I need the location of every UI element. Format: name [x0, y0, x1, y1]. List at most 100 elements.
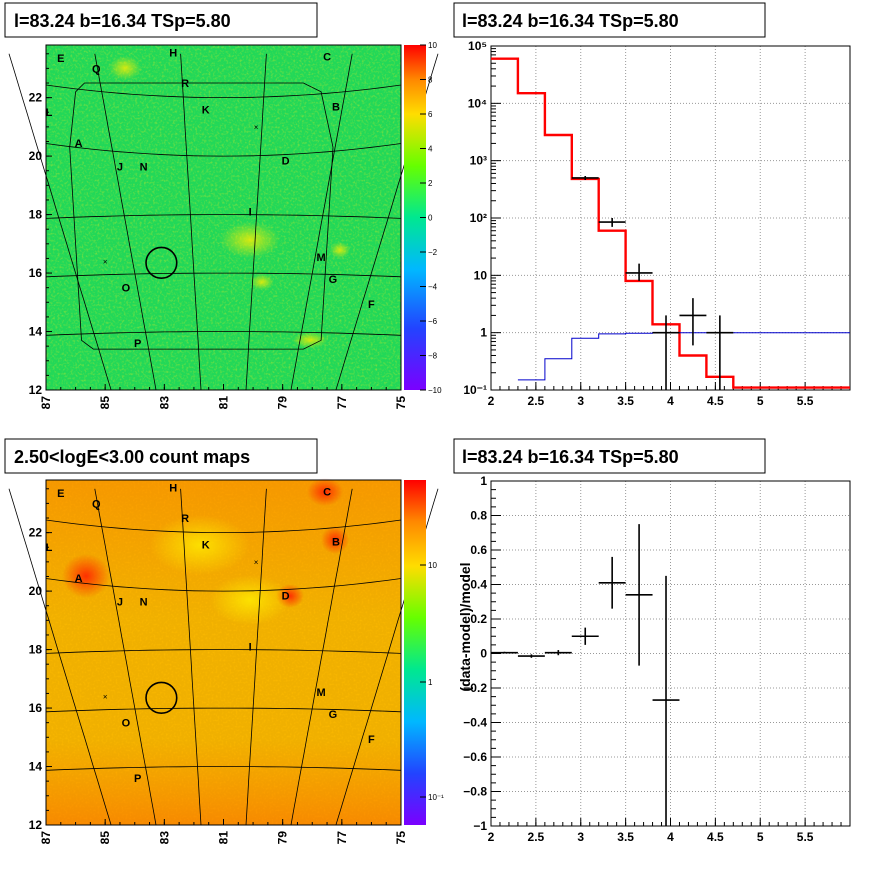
- y-tick-label: 16: [29, 701, 43, 715]
- source-markers: ××: [103, 558, 259, 714]
- source-label: H: [169, 482, 177, 494]
- residual-plot: 2 2.5 3 3.5 4 4.5 5 5.5 −1 −0.8 −0.6 −0.4 −0.2 0 0.2 0.…: [463, 474, 851, 844]
- source-label: I: [249, 642, 252, 654]
- longitude-gridline: [245, 488, 267, 826]
- source-marker: ×: [103, 692, 108, 701]
- x-tick-label: 81: [217, 831, 231, 845]
- x-tick-label: 5: [757, 830, 764, 844]
- y-tick-label: 10³: [470, 154, 487, 168]
- source-label: R: [181, 78, 189, 90]
- x-tick-label: 79: [276, 396, 290, 410]
- colorbar-tick-label: 10: [428, 41, 437, 50]
- source-label: F: [368, 734, 375, 746]
- source-label: G: [329, 274, 338, 286]
- colorbar-tick-label: −8: [428, 352, 438, 361]
- colorbar-tick-label: 6: [428, 110, 433, 119]
- y-tick-label: −1: [473, 819, 487, 833]
- data-point: [706, 315, 734, 390]
- count-map-panel: 2.50<logE<3.00 count maps E Q H C R B K L A D J N I M…: [4, 438, 444, 845]
- map-image: [46, 478, 401, 825]
- data-point: [571, 176, 599, 181]
- x-tick-label: 87: [39, 396, 53, 410]
- x-tick-label: 5.5: [797, 394, 814, 408]
- y-tick-label: 10: [474, 268, 488, 282]
- y-tick-label: −0.6: [463, 750, 487, 764]
- x-tick-label: 81: [217, 396, 231, 410]
- source-labels: E Q H C R B K L A D J N I MG O F P: [46, 482, 375, 785]
- data-point: [625, 263, 653, 281]
- source-label: B: [332, 536, 340, 548]
- panel-title: l=83.24 b=16.34 TSp=5.80: [462, 11, 679, 31]
- source-label: L: [46, 107, 53, 119]
- target-circle: [145, 246, 178, 279]
- y-tick-label: 1: [480, 326, 487, 340]
- map-axes: 87 85 83 81 79 77 75 12 14 16 18 20 22: [29, 488, 408, 845]
- data-point: [652, 315, 680, 390]
- y-tick-label: 0.4: [470, 578, 487, 592]
- x-tick-label: 77: [335, 396, 349, 410]
- y-tick-label: 0.8: [470, 509, 487, 523]
- y-tick-label: 12: [29, 818, 43, 832]
- source-markers: ××: [103, 123, 259, 279]
- source-label: F: [368, 299, 375, 311]
- longitude-gridline: [245, 53, 267, 391]
- x-tick-label: 85: [98, 831, 112, 845]
- source-marker: ×: [103, 257, 108, 266]
- source-label: L: [46, 542, 53, 554]
- x-tick-label: 5: [757, 394, 764, 408]
- source-label: G: [329, 709, 338, 721]
- y-tick-label: 20: [29, 149, 43, 163]
- panel-title: l=83.24 b=16.34 TSp=5.80: [462, 447, 679, 467]
- source-label: N: [140, 161, 148, 173]
- latitude-gridline: [45, 578, 402, 592]
- data-point: [679, 298, 707, 346]
- x-tick-label: 3: [577, 394, 584, 408]
- source-marker: ×: [254, 558, 259, 567]
- y-tick-label: 0.6: [470, 543, 487, 557]
- source-label: E: [57, 488, 64, 500]
- residual-point: [491, 651, 518, 654]
- x-tick-label: 77: [335, 831, 349, 845]
- x-tick-label: 2: [488, 394, 495, 408]
- longitude-gridline: [290, 488, 353, 826]
- residual-point: [598, 556, 626, 609]
- x-tick-label: 83: [157, 831, 171, 845]
- source-label: R: [181, 513, 189, 525]
- x-tick-label: 3.5: [617, 394, 634, 408]
- colorbar-tick-label: −10: [428, 386, 442, 395]
- latitude-gridline: [45, 519, 402, 534]
- longitude-gridline: [290, 53, 353, 391]
- source-label: D: [282, 155, 290, 167]
- source-label: P: [134, 773, 141, 785]
- x-tick-label: 4.5: [707, 394, 724, 408]
- y-tick-label: 20: [29, 584, 43, 598]
- colorbar: [404, 480, 426, 825]
- residual-point: [652, 575, 680, 826]
- source-marker: ×: [254, 123, 259, 132]
- panel-title-box: [4, 438, 318, 474]
- x-tick-label: 79: [276, 831, 290, 845]
- colorbar-tick-label: 1: [428, 678, 433, 687]
- colorbar-ticks: 10 8 6 4 2 0 −2 −4 −6 −8 −10: [420, 41, 442, 395]
- source-label: H: [169, 47, 177, 59]
- y-axis-label: (data-model)/model: [457, 562, 473, 691]
- spectrum-panel: l=83.24 b=16.34 TSp=5.80 2 2.5 3 3.5 4 4.5 5 5.…: [453, 2, 851, 408]
- x-tick-label: 87: [39, 831, 53, 845]
- source-label: B: [332, 101, 340, 113]
- y-tick-label: 18: [29, 643, 43, 657]
- latitude-gridline: [45, 331, 402, 336]
- y-tick-label: 0.2: [470, 612, 487, 626]
- y-tick-label: 22: [29, 526, 43, 540]
- map-image: [46, 45, 401, 390]
- x-tick-label: 2.5: [528, 830, 545, 844]
- residual-point: [625, 524, 653, 666]
- model-step-line: [491, 57, 850, 389]
- roi-boundary: [69, 82, 334, 350]
- coordinate-grid: [8, 44, 439, 391]
- data-point: [598, 218, 626, 227]
- x-tick-label: 4: [667, 394, 674, 408]
- x-tick-label: 75: [394, 396, 408, 410]
- colorbar-tick-label: 2: [428, 179, 433, 188]
- source-label: K: [202, 539, 210, 551]
